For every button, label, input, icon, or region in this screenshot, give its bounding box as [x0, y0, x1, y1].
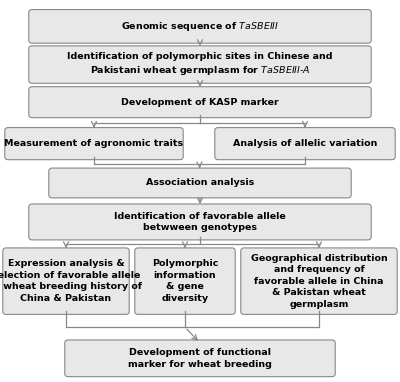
Text: Polymorphic
information
& gene
diversity: Polymorphic information & gene diversity: [152, 259, 218, 303]
FancyBboxPatch shape: [29, 46, 371, 83]
Text: Genomic sequence of $\bf{\it{TaSBEIII}}$: Genomic sequence of $\bf{\it{TaSBEIII}}$: [121, 20, 279, 33]
FancyBboxPatch shape: [135, 248, 235, 314]
Text: Association analysis: Association analysis: [146, 178, 254, 188]
FancyBboxPatch shape: [29, 204, 371, 240]
Text: Identification of polymorphic sites in Chinese and
Pakistani wheat germplasm for: Identification of polymorphic sites in C…: [67, 52, 333, 77]
Text: Development of functional
marker for wheat breeding: Development of functional marker for whe…: [128, 348, 272, 369]
FancyBboxPatch shape: [241, 248, 397, 314]
FancyBboxPatch shape: [3, 248, 129, 314]
FancyBboxPatch shape: [29, 10, 371, 43]
FancyBboxPatch shape: [215, 128, 395, 160]
Text: Geographical distribution
and frequency of
favorable allele in China
& Pakistan : Geographical distribution and frequency …: [251, 254, 387, 309]
Text: Development of KASP marker: Development of KASP marker: [121, 98, 279, 107]
Text: Expression analysis &
selection of favorable allele
in wheat breeding history of: Expression analysis & selection of favor…: [0, 259, 142, 303]
Text: Analysis of allelic variation: Analysis of allelic variation: [233, 139, 377, 148]
FancyBboxPatch shape: [65, 340, 335, 377]
FancyBboxPatch shape: [5, 128, 183, 160]
FancyBboxPatch shape: [49, 168, 351, 198]
Text: Identification of favorable allele
betwween genotypes: Identification of favorable allele betww…: [114, 212, 286, 232]
FancyBboxPatch shape: [29, 87, 371, 118]
Text: Measurement of agronomic traits: Measurement of agronomic traits: [4, 139, 184, 148]
